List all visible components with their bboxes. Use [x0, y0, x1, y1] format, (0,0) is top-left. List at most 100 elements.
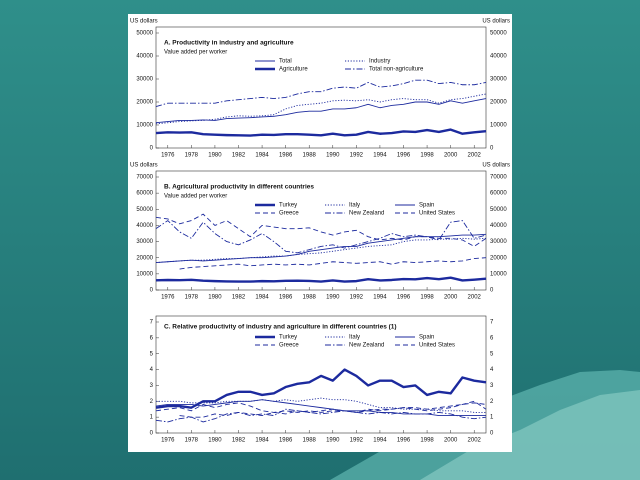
- y-tick-label: 70000: [136, 175, 153, 181]
- chart-subtitle: Value added per worker: [164, 194, 227, 200]
- y-tick-label: 20000: [136, 100, 153, 106]
- series-line: [155, 276, 487, 283]
- chart-title: C. Relative productivity of industry and…: [164, 324, 397, 331]
- x-tick-label: 1990: [326, 438, 340, 444]
- series-line: [155, 98, 487, 124]
- panel: [128, 14, 512, 452]
- y-tick-label-right: 20000: [490, 100, 507, 106]
- y-tick-label: 50000: [136, 207, 153, 213]
- y-tick-label-right: 0: [490, 146, 494, 152]
- legend-label: Total non-agriculture: [369, 67, 424, 73]
- x-tick-label: 1980: [208, 438, 222, 444]
- x-tick-label: 1988: [303, 295, 317, 301]
- x-tick-label: 1978: [185, 295, 199, 301]
- x-tick-label: 1978: [185, 438, 199, 444]
- x-tick-label: 1976: [161, 295, 175, 301]
- y-tick-label: 1: [150, 415, 154, 421]
- y-tick-label-right: 0: [490, 431, 494, 437]
- x-tick-label: 1988: [303, 438, 317, 444]
- y-tick-label: 10000: [136, 123, 153, 129]
- x-tick-label: 1990: [326, 153, 340, 159]
- series-line: [155, 233, 487, 264]
- x-tick-label: 2000: [444, 295, 458, 301]
- y-tick-label-right: 50000: [490, 207, 507, 213]
- y-tick-label: 7: [150, 320, 154, 326]
- legend-label: New Zealand: [349, 211, 384, 217]
- x-tick-label: 1996: [397, 153, 411, 159]
- y-tick-label: 0: [150, 146, 154, 152]
- legend-label: Industry: [369, 59, 390, 65]
- x-tick-label: 2002: [468, 153, 482, 159]
- x-tick-label: 2002: [468, 295, 482, 301]
- x-tick-label: 1990: [326, 295, 340, 301]
- y-tick-label-right: 1: [490, 415, 494, 421]
- x-tick-label: 1978: [185, 153, 199, 159]
- chart-title: A. Productivity in industry and agricult…: [164, 40, 294, 47]
- y-tick-label: 0: [150, 288, 154, 294]
- x-tick-label: 1998: [420, 153, 434, 159]
- y-tick-label-right: 30000: [490, 77, 507, 83]
- y-tick-label-right: 10000: [490, 123, 507, 129]
- x-tick-label: 1994: [373, 438, 387, 444]
- y-tick-label-right: 50000: [490, 31, 507, 37]
- series-line: [156, 397, 486, 413]
- series-line: [155, 79, 487, 108]
- x-tick-label: 1986: [279, 438, 293, 444]
- chart-subtitle: Value added per worker: [164, 50, 227, 56]
- plot-frame: [155, 315, 487, 434]
- x-tick-label: 1984: [255, 153, 269, 159]
- x-tick-label: 1976: [161, 438, 175, 444]
- legend-label: Italy: [349, 335, 360, 341]
- chart-title: B. Agricultural productivity in differen…: [164, 184, 314, 191]
- legend-label: Italy: [349, 203, 360, 209]
- series-line: [155, 399, 486, 417]
- y-tick-label-right: 40000: [490, 223, 507, 229]
- x-tick-label: 1980: [208, 295, 222, 301]
- x-tick-label: 1994: [373, 153, 387, 159]
- legend-label: Spain: [419, 203, 434, 209]
- y-tick-label-right: 20000: [490, 255, 507, 261]
- series-line: [155, 237, 487, 264]
- legend-label: Turkey: [279, 335, 297, 341]
- y-tick-label-right: 60000: [490, 191, 507, 197]
- legend-label: Greece: [279, 211, 299, 217]
- x-tick-label: 1982: [232, 438, 246, 444]
- y-tick-label-right: 6: [490, 335, 494, 341]
- legend-label: United States: [419, 211, 455, 217]
- series-line: [155, 408, 487, 423]
- plot-frame: [155, 26, 487, 149]
- x-tick-label: 2000: [444, 438, 458, 444]
- y-tick-label: 20000: [136, 255, 153, 261]
- x-tick-label: 1988: [303, 153, 317, 159]
- y-unit-label: US dollars: [130, 163, 158, 169]
- series-line: [155, 220, 487, 254]
- x-tick-label: 1992: [350, 153, 364, 159]
- x-tick-label: 1992: [350, 295, 364, 301]
- y-tick-label: 0: [150, 431, 154, 437]
- y-tick-label: 50000: [136, 31, 153, 37]
- x-tick-label: 1984: [255, 438, 269, 444]
- y-tick-label: 5: [150, 351, 154, 357]
- y-tick-label-right: 2: [490, 399, 494, 405]
- y-tick-label-right: 10000: [490, 271, 507, 277]
- y-tick-label: 30000: [136, 77, 153, 83]
- series-line: [155, 213, 487, 247]
- y-tick-label: 3: [150, 383, 154, 389]
- series-line: [179, 257, 487, 270]
- x-tick-label: 1986: [279, 153, 293, 159]
- y-tick-label: 40000: [136, 223, 153, 229]
- y-tick-label: 10000: [136, 271, 153, 277]
- x-tick-label: 2002: [468, 438, 482, 444]
- y-tick-label: 4: [150, 367, 154, 373]
- legend-label: Turkey: [279, 203, 297, 209]
- x-tick-label: 1986: [279, 295, 293, 301]
- x-tick-label: 2000: [444, 153, 458, 159]
- series-line: [155, 128, 487, 137]
- legend-label: New Zealand: [349, 343, 384, 349]
- y-unit-label-right: US dollars: [482, 163, 510, 169]
- y-tick-label-right: 7: [490, 320, 494, 326]
- y-tick-label-right: 40000: [490, 54, 507, 60]
- x-tick-label: 1982: [232, 295, 246, 301]
